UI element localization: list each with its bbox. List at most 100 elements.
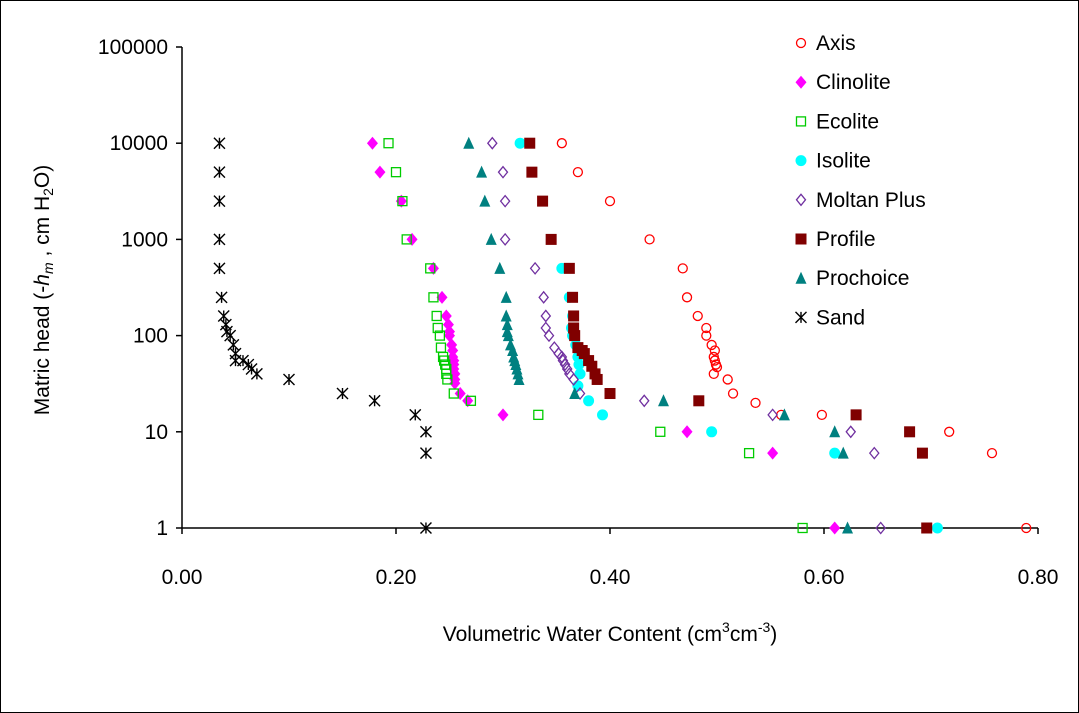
prochoice-point xyxy=(500,290,512,303)
ecolite-point xyxy=(441,368,452,380)
axis-point xyxy=(572,167,584,178)
moltan-plus-point xyxy=(549,341,560,355)
clinolite-point xyxy=(767,446,779,460)
profile-point xyxy=(545,233,557,245)
legend-label: Sand xyxy=(816,306,865,329)
axis-point xyxy=(677,263,688,274)
prochoice-point xyxy=(501,318,513,331)
x-tick-label: 0.80 xyxy=(1018,566,1059,589)
clinolite-point xyxy=(497,408,509,422)
moltan-plus-point xyxy=(540,309,552,323)
profile-point xyxy=(916,447,928,459)
x-tick-label: 0.60 xyxy=(804,566,845,589)
sand-point xyxy=(419,447,432,460)
y-tick-label: 100000 xyxy=(98,36,168,59)
ecolite-point xyxy=(425,263,436,274)
axes xyxy=(181,47,1038,529)
moltan-plus-point xyxy=(543,329,555,343)
prochoice-point xyxy=(778,408,790,421)
clinolite-point xyxy=(395,194,407,208)
axis-point xyxy=(722,374,733,385)
legend-marker xyxy=(795,75,807,89)
profile-point xyxy=(578,348,590,360)
moltan-plus-point xyxy=(868,446,880,460)
moltan-plus-point xyxy=(538,290,549,304)
clinolite-point xyxy=(366,136,378,150)
prochoice-point xyxy=(513,372,525,385)
sand-point xyxy=(213,137,226,150)
legend-label: Prochoice xyxy=(816,267,909,290)
isolite-point xyxy=(597,409,609,421)
legend-marker xyxy=(795,37,807,49)
prochoice-point xyxy=(463,136,475,149)
axis-point xyxy=(986,447,998,459)
profile-point xyxy=(589,368,601,380)
series-prochoice xyxy=(463,136,854,534)
clinolite-point xyxy=(454,387,466,401)
y-tick-label: 1000 xyxy=(121,228,168,251)
axis-point xyxy=(681,292,693,303)
moltan-plus-point xyxy=(559,358,571,372)
ecolite-point xyxy=(437,351,449,363)
axis-point xyxy=(750,397,761,408)
legend-label: Ecolite xyxy=(816,110,879,133)
y-tick-label: 1 xyxy=(156,517,168,540)
legend-marker xyxy=(795,233,807,245)
axis-point xyxy=(1021,522,1032,534)
legend-label: Moltan Plus xyxy=(816,189,926,212)
legend-marker xyxy=(795,155,807,167)
y-ticks: 1 10 100 1000 10000 100000 xyxy=(98,36,182,540)
prochoice-point xyxy=(842,521,854,534)
prochoice-point xyxy=(476,165,488,178)
sand-point xyxy=(419,522,432,534)
profile-point xyxy=(904,426,916,438)
isolite-point xyxy=(514,137,526,149)
series-profile xyxy=(524,137,933,534)
profile-point xyxy=(567,291,579,303)
legend-item-profile: Profile xyxy=(795,228,876,251)
clinolite-point xyxy=(374,165,386,179)
prochoice-point xyxy=(479,194,491,207)
ecolite-point xyxy=(442,374,453,385)
ecolite-point xyxy=(655,426,666,437)
profile-point xyxy=(921,522,933,534)
axis-point xyxy=(709,355,721,366)
prochoice-point xyxy=(502,329,514,342)
series-moltan-plus xyxy=(486,136,887,535)
series-ecolite xyxy=(383,138,808,534)
ecolite-point xyxy=(432,322,443,334)
axis-point xyxy=(711,361,723,373)
axis-point xyxy=(816,409,828,421)
ecolite-point xyxy=(428,292,439,303)
ecolite-point xyxy=(431,310,442,322)
clinolite-point xyxy=(436,290,448,304)
series-axis xyxy=(556,138,1032,534)
prochoice-point xyxy=(494,261,506,274)
legend-marker xyxy=(795,271,807,284)
sand-point xyxy=(250,367,263,380)
legend-item-ecolite: Ecolite xyxy=(795,110,879,133)
legend-item-axis: Axis xyxy=(795,32,856,55)
prochoice-point xyxy=(569,387,581,400)
y-tick-label: 10000 xyxy=(110,132,168,155)
axis-point xyxy=(701,330,712,341)
series-layer xyxy=(213,136,1032,535)
axis-point xyxy=(708,368,719,380)
clinolite-point xyxy=(829,521,841,535)
profile-point xyxy=(693,395,705,407)
profile-point xyxy=(586,360,598,372)
y-tick-label: 100 xyxy=(133,325,168,348)
profile-point xyxy=(524,137,536,149)
ecolite-point xyxy=(743,447,755,459)
profile-point xyxy=(604,388,616,400)
sand-point xyxy=(213,233,226,246)
ecolite-point xyxy=(435,342,447,353)
ecolite-point xyxy=(533,409,544,421)
prochoice-point xyxy=(507,344,519,357)
profile-point xyxy=(537,195,549,207)
isolite-point xyxy=(573,359,585,371)
profile-point xyxy=(591,373,603,385)
ecolite-point xyxy=(448,388,459,399)
profile-point xyxy=(568,322,580,334)
